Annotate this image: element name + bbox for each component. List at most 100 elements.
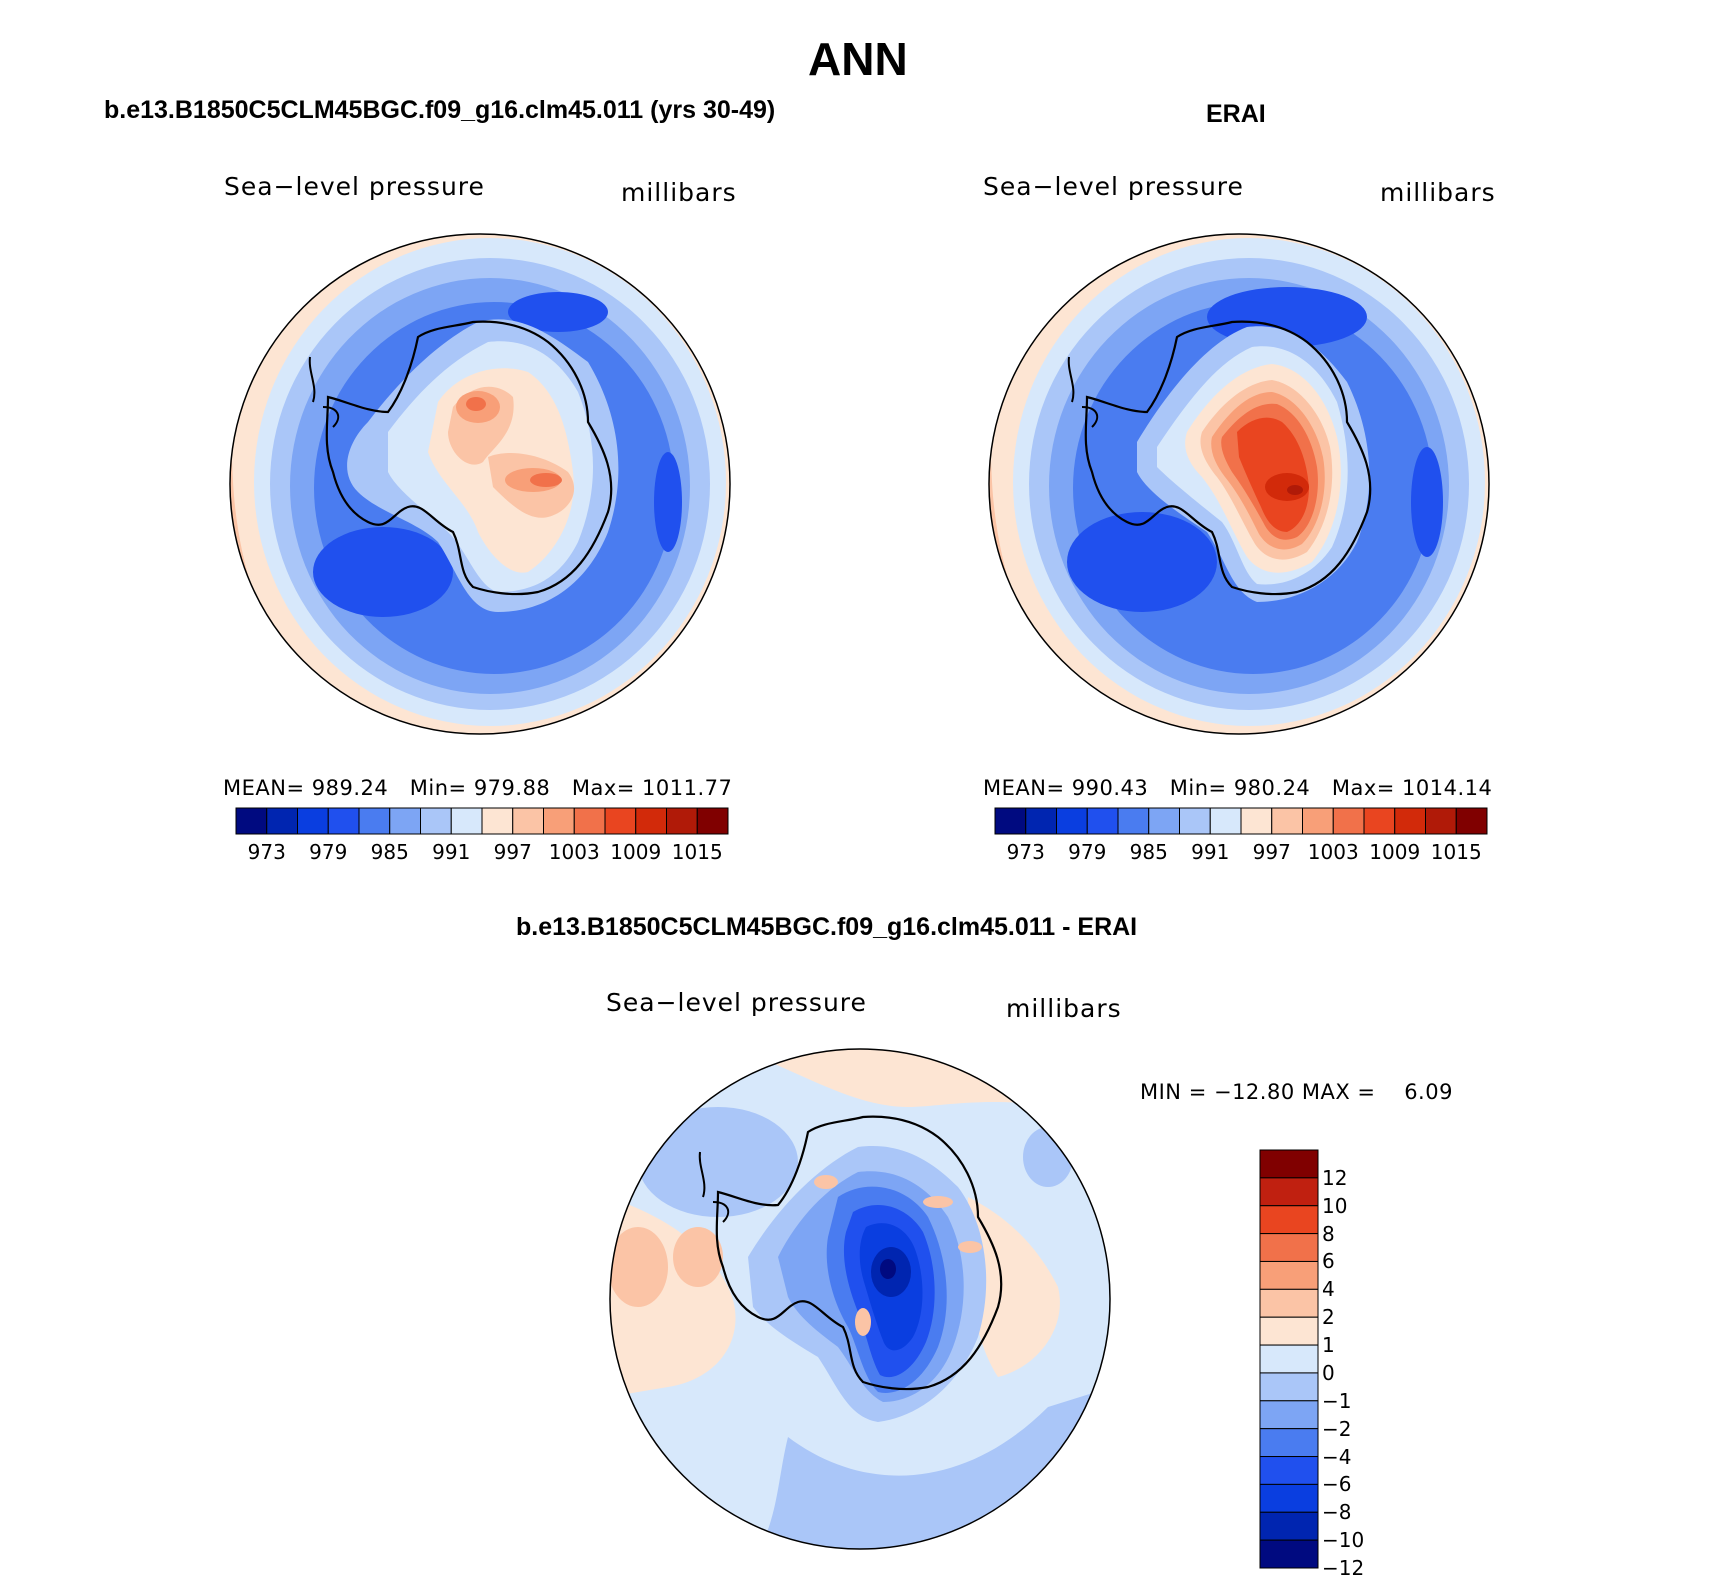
panel-title-model: b.e13.B1850C5CLM45BGC.f09_g16.clm45.011 … bbox=[104, 96, 776, 124]
colorbar-cell bbox=[1086, 807, 1119, 835]
polar-map-erai bbox=[988, 233, 1490, 735]
colorbar-cell bbox=[1259, 1233, 1319, 1262]
colorbar-cell bbox=[389, 807, 421, 835]
panel-title-erai: ERAI bbox=[1206, 100, 1266, 128]
colorbar-cell bbox=[635, 807, 667, 835]
stats-min-label: Min= bbox=[409, 776, 467, 800]
units-label-erai: millibars bbox=[1380, 178, 1496, 207]
colorbar-tick-label: 991 bbox=[432, 840, 471, 864]
colorbar-tick-label: 985 bbox=[1129, 840, 1168, 864]
colorbar-cell bbox=[297, 807, 329, 835]
colorbar-cell bbox=[1259, 1177, 1319, 1207]
stats-difference: MIN = −12.80 MAX = 6.09 bbox=[1140, 1080, 1453, 1104]
panel-title-difference: b.e13.B1850C5CLM45BGC.f09_g16.clm45.011 … bbox=[516, 913, 1138, 941]
colorbar-cell bbox=[1425, 807, 1457, 835]
colorbar-difference bbox=[1259, 1149, 1319, 1569]
colorbar-tick-label: 991 bbox=[1191, 840, 1230, 864]
colorbar-tick-label: 997 bbox=[1252, 840, 1291, 864]
figure-title: ANN bbox=[808, 33, 908, 85]
colorbar-tick-label: 1003 bbox=[1307, 840, 1359, 864]
colorbar-cell bbox=[1259, 1483, 1319, 1513]
stats-max-value: 1011.77 bbox=[642, 776, 733, 800]
colorbar-tick-label: 10 bbox=[1322, 1193, 1348, 1218]
stats-model: MEAN= 989.24 Min= 979.88 Max= 1011.77 bbox=[223, 776, 732, 800]
colorbar-cell bbox=[573, 807, 606, 835]
colorbar-tick-label: 973 bbox=[1006, 840, 1045, 864]
colorbar-tick-label: −2 bbox=[1322, 1416, 1352, 1441]
colorbar-tick-label: 1009 bbox=[1369, 840, 1421, 864]
colorbar-tick-label: 1015 bbox=[1430, 840, 1482, 864]
colorbar-tick-label: −6 bbox=[1322, 1472, 1352, 1497]
colorbar-tick-label: 979 bbox=[309, 840, 348, 864]
stats-max-value: 1014.14 bbox=[1402, 776, 1493, 800]
colorbar-cell bbox=[266, 807, 298, 835]
colorbar-tick-label: 8 bbox=[1322, 1221, 1335, 1246]
colorbar-tick-label: 1003 bbox=[548, 840, 600, 864]
colorbar-cell bbox=[1148, 807, 1180, 835]
colorbar-tick-label: 1015 bbox=[671, 840, 723, 864]
colorbar-cell bbox=[1259, 1428, 1319, 1458]
colorbar-cell bbox=[1259, 1288, 1319, 1318]
colorbar-cell bbox=[512, 807, 544, 835]
colorbar-cell bbox=[1259, 1344, 1319, 1374]
colorbar-model bbox=[235, 807, 729, 835]
colorbar-cell bbox=[1025, 807, 1057, 835]
variable-label-erai: Sea−level pressure bbox=[983, 172, 1244, 201]
colorbar-cell bbox=[1240, 807, 1273, 835]
colorbar-cell bbox=[1259, 1456, 1319, 1485]
colorbar-cell bbox=[604, 807, 637, 835]
colorbar-tick-label: 973 bbox=[247, 840, 286, 864]
variable-label-difference: Sea−level pressure bbox=[606, 988, 867, 1017]
colorbar-erai bbox=[994, 807, 1488, 835]
colorbar-cell bbox=[994, 807, 1027, 835]
colorbar-cell bbox=[235, 807, 268, 835]
stats-mean-value: 990.43 bbox=[1071, 776, 1149, 800]
colorbar-cell bbox=[1259, 1149, 1319, 1179]
colorbar-tick-label: −12 bbox=[1322, 1556, 1365, 1580]
colorbar-cell bbox=[1259, 1511, 1319, 1541]
colorbar-cell bbox=[1259, 1400, 1319, 1430]
colorbar-tick-label: 6 bbox=[1322, 1249, 1335, 1274]
units-label-model: millibars bbox=[621, 178, 737, 207]
colorbar-tick-label: −10 bbox=[1322, 1528, 1365, 1553]
polar-map-difference bbox=[609, 1048, 1111, 1550]
colorbar-cell bbox=[1209, 807, 1242, 835]
colorbar-tick-label: −8 bbox=[1322, 1500, 1352, 1525]
colorbar-cell bbox=[1179, 807, 1211, 835]
variable-label-model: Sea−level pressure bbox=[224, 172, 485, 201]
colorbar-cell bbox=[1271, 807, 1303, 835]
colorbar-cell bbox=[543, 807, 575, 835]
colorbar-cell bbox=[1259, 1372, 1319, 1402]
units-label-difference: millibars bbox=[1006, 994, 1122, 1023]
colorbar-cell bbox=[481, 807, 514, 835]
colorbar-tick-label: −1 bbox=[1322, 1388, 1352, 1413]
colorbar-cell bbox=[1259, 1205, 1319, 1235]
colorbar-tick-label: 1 bbox=[1322, 1333, 1335, 1358]
colorbar-cell bbox=[1455, 807, 1488, 835]
stats-erai: MEAN= 990.43 Min= 980.24 Max= 1014.14 bbox=[983, 776, 1492, 800]
colorbar-cell bbox=[327, 807, 360, 835]
colorbar-cell bbox=[1363, 807, 1396, 835]
colorbar-cell bbox=[420, 807, 452, 835]
stats-min-label: Min= bbox=[1169, 776, 1227, 800]
colorbar-cell bbox=[358, 807, 391, 835]
colorbar-tick-label: 0 bbox=[1322, 1360, 1335, 1385]
colorbar-cell bbox=[1259, 1316, 1319, 1346]
colorbar-cell bbox=[666, 807, 698, 835]
colorbar-cell bbox=[1117, 807, 1150, 835]
stats-min-value: 980.24 bbox=[1233, 776, 1311, 800]
stats-max-label: Max= bbox=[571, 776, 635, 800]
colorbar-cell bbox=[1332, 807, 1365, 835]
stats-mean-label: MEAN= bbox=[223, 776, 305, 800]
colorbar-cell bbox=[1302, 807, 1334, 835]
colorbar-cell bbox=[1394, 807, 1426, 835]
colorbar-tick-label: 1009 bbox=[610, 840, 662, 864]
colorbar-cell bbox=[1056, 807, 1088, 835]
stats-min-value: 979.88 bbox=[473, 776, 551, 800]
polar-map-model bbox=[229, 233, 731, 735]
colorbar-tick-label: 979 bbox=[1068, 840, 1107, 864]
colorbar-tick-label: −4 bbox=[1322, 1444, 1352, 1469]
colorbar-tick-label: 997 bbox=[493, 840, 532, 864]
stats-max-label: Max= bbox=[1331, 776, 1395, 800]
colorbar-cell bbox=[1259, 1539, 1319, 1569]
